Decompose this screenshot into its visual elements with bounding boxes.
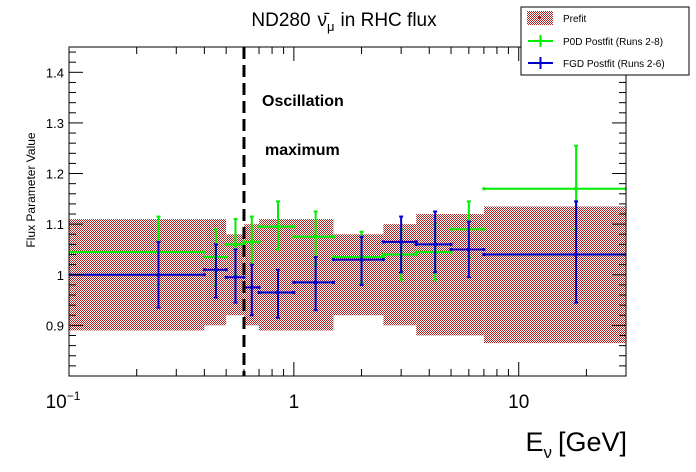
- prefit-band-9: [451, 214, 484, 336]
- fgd-bin-edge-lo-2: [224, 275, 228, 279]
- fgd-point-7: [399, 239, 404, 244]
- y-tick-label-1: 1: [57, 268, 64, 283]
- y-axis-label: Flux Parameter Value: [24, 132, 38, 247]
- fgd-bin-edge-hi-0: [202, 273, 206, 277]
- p0d-bin-edge-hi-7: [414, 253, 418, 257]
- p0d-point-5: [313, 234, 318, 239]
- p0d-bin-edge-hi-0: [202, 250, 206, 254]
- legend: Prefit P0D Postfit (Runs 2-8) FGD Postfi…: [520, 6, 690, 76]
- fgd-point-3: [249, 285, 254, 290]
- chart-title: ND280 ν̄μ in RHC flux: [251, 10, 437, 34]
- fgd-point-0: [156, 272, 161, 277]
- fgd-bin-edge-hi-6: [381, 258, 385, 262]
- legend-marker-prefit: [538, 16, 541, 19]
- prefit-band-8: [416, 214, 452, 336]
- prefit-band-7: [383, 224, 417, 326]
- p0d-point-4: [275, 224, 280, 229]
- fgd-bin-edge-lo-4: [257, 290, 261, 294]
- fgd-point-4: [275, 290, 280, 295]
- fgd-bin-edge-hi-8: [449, 242, 453, 246]
- fgd-bin-edge-lo-6: [331, 258, 335, 262]
- axes: 0.9 1 1.1 1.2 1.3 1.4 10−1 1 10: [46, 47, 627, 413]
- fgd-bin-edge-lo-1: [202, 268, 206, 272]
- fgd-bin-edge-hi-7: [414, 240, 418, 244]
- p0d-bin-edge-hi-6: [381, 255, 385, 259]
- p0d-bin-edge-hi-4: [292, 225, 296, 229]
- prefit-band-5: [293, 219, 334, 331]
- p0d-bin-edge-lo-2: [224, 242, 228, 246]
- fgd-bin-edge-hi-2: [242, 275, 246, 279]
- prefit-band-6: [333, 234, 384, 316]
- y-tick-label-3: 1.2: [46, 167, 64, 182]
- x-axis-label: Eν [GeV]: [525, 427, 627, 462]
- p0d-bin-edge-hi-1: [224, 255, 228, 259]
- fgd-point-5: [313, 280, 318, 285]
- fgd-bin-edge-hi-1: [224, 268, 228, 272]
- x-tick-label-0: 10−1: [46, 389, 81, 413]
- fgd-point-2: [233, 275, 238, 280]
- p0d-bin-edge-hi-5: [331, 235, 335, 239]
- plot-frame: [68, 46, 627, 377]
- fgd-point-6: [359, 257, 364, 262]
- p0d-bin-edge-lo-4: [257, 225, 261, 229]
- p0d-bin-edge-lo-8: [414, 250, 418, 254]
- p0d-bin-edge-lo-0: [69, 250, 71, 254]
- x-tick-label-2: 10: [508, 392, 529, 413]
- y-tick-label-2: 1.1: [46, 217, 64, 232]
- series-fgd-postfit: [69, 200, 626, 319]
- x-tick-label-1: 1: [289, 392, 300, 413]
- p0d-bin-edge-hi-8: [449, 250, 453, 254]
- fgd-bin-edge-hi-5: [331, 280, 335, 284]
- p0d-bin-edge-lo-1: [202, 255, 206, 259]
- p0d-bin-edge-lo-7: [381, 253, 385, 257]
- p0d-bin-edge-lo-3: [242, 240, 246, 244]
- p0d-bin-edge-hi-9: [482, 227, 486, 231]
- fgd-point-8: [433, 242, 438, 247]
- p0d-bin-edge-lo-6: [331, 255, 335, 259]
- legend-label-fgd: FGD Postfit (Runs 2-6): [563, 59, 665, 70]
- annotation-oscillation: Oscillation: [262, 93, 344, 110]
- p0d-point-10: [574, 186, 579, 191]
- fgd-point-9: [466, 247, 471, 252]
- y-tick-label-0: 0.9: [46, 318, 64, 333]
- legend-label-prefit: Prefit: [563, 14, 587, 25]
- p0d-bin-edge-hi-2: [242, 242, 246, 246]
- annotation-maximum: maximum: [265, 142, 340, 159]
- fgd-bin-edge-lo-7: [381, 240, 385, 244]
- fgd-bin-edge-hi-3: [257, 285, 261, 289]
- y-tick-label-4: 1.3: [46, 116, 64, 131]
- p0d-bin-edge-lo-5: [292, 235, 296, 239]
- fgd-bin-edge-hi-4: [292, 290, 296, 294]
- p0d-bin-edge-hi-10: [624, 187, 626, 191]
- fgd-bin-edge-lo-9: [449, 247, 453, 251]
- legend-label-p0d: P0D Postfit (Runs 2-8): [563, 37, 663, 48]
- p0d-bin-edge-lo-10: [482, 187, 486, 191]
- p0d-bin-edge-lo-9: [449, 227, 453, 231]
- fgd-bin-edge-lo-8: [414, 242, 418, 246]
- y-tick-label-5: 1.4: [46, 65, 64, 80]
- fgd-point-10: [574, 252, 579, 257]
- prefit-band-10: [483, 206, 626, 344]
- p0d-point-3: [249, 239, 254, 244]
- fgd-bin-edge-lo-10: [482, 253, 486, 257]
- prefit-band-4: [259, 219, 294, 331]
- p0d-bin-edge-hi-3: [257, 240, 261, 244]
- fgd-bin-edge-lo-5: [292, 280, 296, 284]
- fgd-bin-edge-hi-9: [482, 247, 486, 251]
- fgd-point-1: [213, 267, 218, 272]
- p0d-point-2: [233, 242, 238, 247]
